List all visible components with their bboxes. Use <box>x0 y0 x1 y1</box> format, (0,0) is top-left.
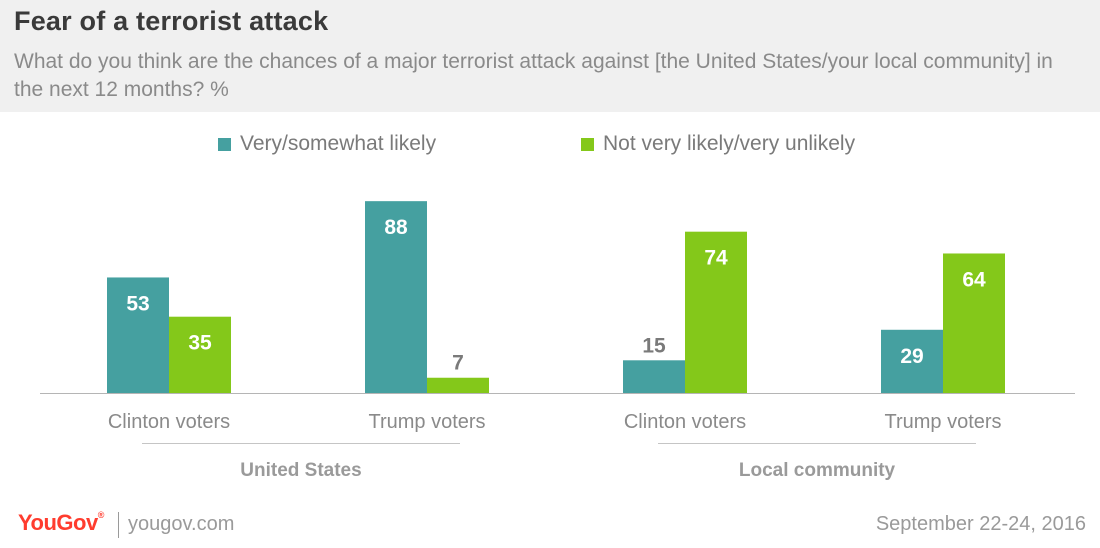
category-label-1: Trump voters <box>368 411 485 433</box>
legend-swatch-unlikely <box>581 137 594 151</box>
footer-site: yougov.com <box>128 513 235 535</box>
legend-item-likely: Very/somewhat likely <box>218 132 436 156</box>
value-label-unlikely-3: 64 <box>962 268 986 291</box>
bar-unlikely-3 <box>943 253 1005 393</box>
category-label-2: Clinton voters <box>624 411 746 433</box>
bar-unlikely-1 <box>427 377 489 393</box>
bar-likely-3 <box>881 329 943 393</box>
footer-date: September 22-24, 2016 <box>875 513 1086 535</box>
chart-legend: Very/somewhat likely Not very likely/ver… <box>0 132 1100 158</box>
group-label-1: Local community <box>739 460 896 481</box>
legend-label-likely: Very/somewhat likely <box>240 132 437 155</box>
legend-label-unlikely: Not very likely/very unlikely <box>603 132 856 155</box>
bar-unlikely-0 <box>169 316 231 393</box>
value-label-likely-2: 15 <box>642 334 666 357</box>
chart-subtitle: What do you think are the chances of a m… <box>14 50 1053 101</box>
chart-header: Fear of a terrorist attack What do you t… <box>0 0 1100 112</box>
bar-likely-1 <box>365 201 427 393</box>
group-label-0: United States <box>240 460 361 481</box>
footer-divider <box>118 512 119 538</box>
yougov-logo: YouGov® <box>18 510 104 535</box>
value-label-unlikely-2: 74 <box>704 247 728 270</box>
legend-item-unlikely: Not very likely/very unlikely <box>581 132 855 156</box>
category-label-3: Trump voters <box>884 411 1001 433</box>
value-label-unlikely-1: 7 <box>452 352 464 375</box>
bar-likely-0 <box>107 277 169 393</box>
value-label-likely-0: 53 <box>126 292 149 315</box>
value-label-likely-3: 29 <box>900 345 923 368</box>
bar-chart: 53 88 15 29 35 7 74 64 Clinton voters Trump voter… <box>40 201 1075 481</box>
bar-unlikely-2 <box>685 231 747 393</box>
chart-title: Fear of a terrorist attack <box>14 6 329 36</box>
value-label-unlikely-0: 35 <box>188 332 212 355</box>
category-label-0: Clinton voters <box>108 411 230 433</box>
value-label-likely-1: 88 <box>384 216 408 239</box>
legend-swatch-likely <box>218 137 231 151</box>
bar-likely-2 <box>623 360 685 393</box>
